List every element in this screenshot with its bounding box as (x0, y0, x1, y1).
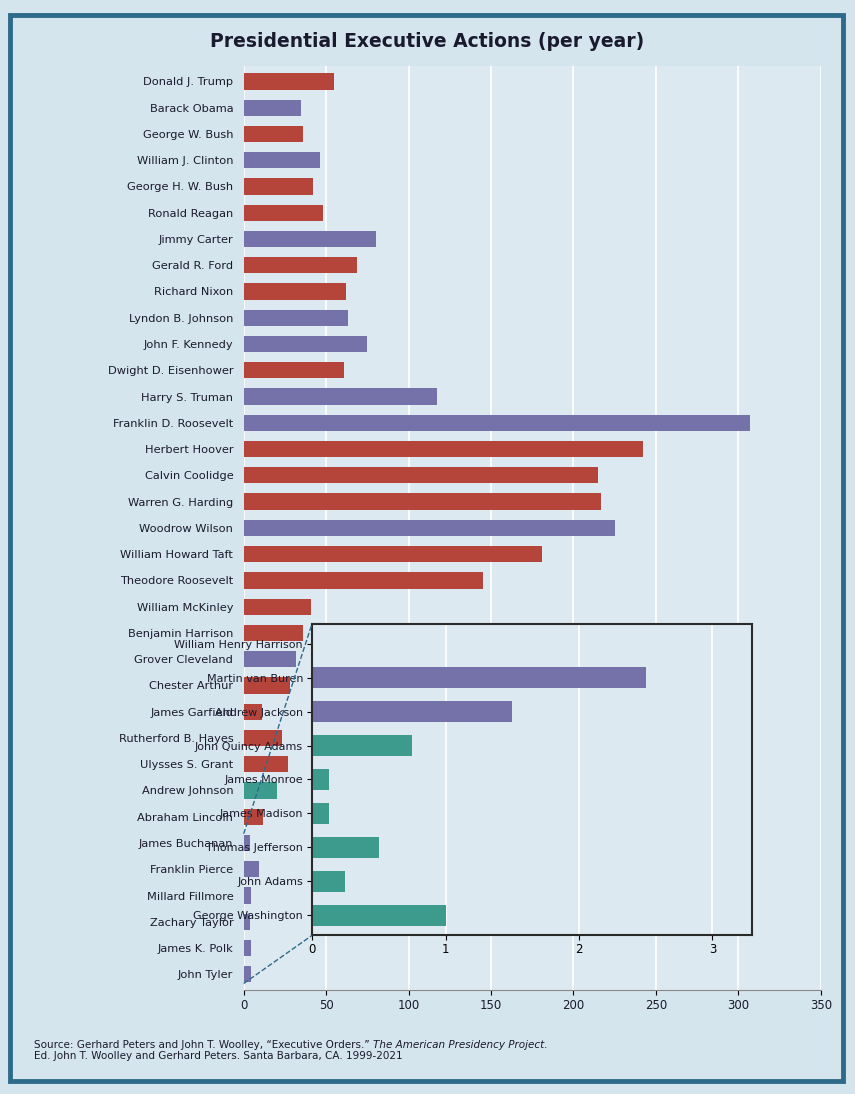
Text: Presidential Executive Actions (per year): Presidential Executive Actions (per year… (210, 32, 645, 51)
Bar (312, 803, 329, 824)
Bar (244, 231, 375, 247)
Bar (244, 703, 262, 720)
Bar (244, 283, 346, 300)
Bar (244, 887, 251, 904)
Bar (244, 152, 320, 168)
Text: Source: Gerhard Peters and John T. Woolley, “Executive Orders.”: Source: Gerhard Peters and John T. Wooll… (34, 1040, 373, 1050)
Bar (244, 257, 357, 274)
Bar (244, 598, 311, 615)
Bar (244, 572, 483, 589)
Bar (244, 310, 347, 326)
Bar (244, 73, 334, 90)
Bar (244, 441, 643, 457)
Bar (312, 701, 512, 722)
Bar (244, 782, 277, 799)
Bar (244, 100, 301, 116)
Bar (312, 769, 329, 790)
Bar (244, 808, 263, 825)
Text: .: . (545, 1040, 548, 1050)
Bar (244, 493, 601, 510)
Bar (244, 966, 251, 982)
Bar (244, 940, 251, 956)
Bar (244, 861, 258, 877)
Text: The American Presidency Project: The American Presidency Project (373, 1040, 545, 1050)
Bar (244, 415, 750, 431)
Bar (244, 730, 281, 746)
Bar (312, 735, 412, 756)
Bar (244, 756, 288, 772)
Text: Ed. John T. Woolley and Gerhard Peters. Santa Barbara, CA. 1999-2021: Ed. John T. Woolley and Gerhard Peters. … (34, 1051, 403, 1061)
Bar (244, 126, 303, 142)
Bar (312, 871, 345, 892)
Bar (244, 362, 345, 379)
Bar (312, 837, 379, 858)
Bar (244, 388, 437, 405)
Bar (244, 625, 303, 641)
Bar (244, 835, 251, 851)
Bar (244, 205, 323, 221)
Bar (244, 913, 250, 930)
Bar (244, 677, 290, 694)
Bar (244, 651, 296, 667)
Bar (244, 546, 542, 562)
Bar (312, 905, 445, 926)
Bar (244, 520, 615, 536)
Bar (244, 336, 368, 352)
Bar (244, 178, 313, 195)
Bar (312, 667, 646, 688)
Bar (244, 467, 598, 484)
